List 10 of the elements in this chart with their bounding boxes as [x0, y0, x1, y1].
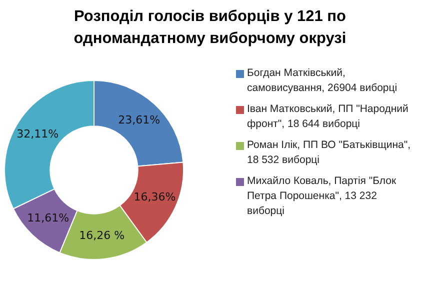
data-label: 32,11% — [16, 127, 59, 140]
data-label: 23,61% — [118, 114, 160, 127]
data-label: 16,26 % — [79, 229, 125, 242]
legend-label: Іван Матковський, ПП "Народний фронт", 18 644 виборці — [247, 102, 410, 132]
legend-label: Михайло Коваль, Партія "Блок Петра Порошенка", 13 232 виборці — [247, 174, 398, 219]
legend-label: Богдан Матківський, самовисування, 26904 виборці — [247, 66, 398, 96]
chart-title: Розподіл голосів виборців у 121 по одномандатному виборчому окрузі — [72, 7, 348, 49]
legend-label: Роман Ілік, ПП ВО "Батьківщина", 18 532 виборці — [247, 138, 412, 168]
data-label: 11,61% — [27, 211, 70, 224]
data-label: 16,36% — [134, 190, 176, 204]
